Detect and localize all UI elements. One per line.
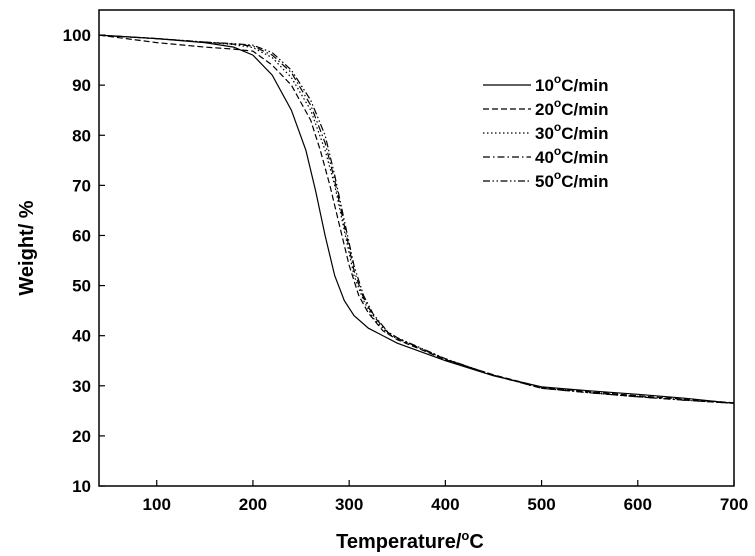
x-tick-label: 500 bbox=[527, 495, 555, 514]
legend-label: 30oC/min bbox=[535, 120, 609, 143]
y-axis-title: Weight/ % bbox=[16, 200, 38, 295]
y-tick-label: 10 bbox=[72, 477, 91, 496]
plot-frame bbox=[98, 9, 735, 487]
x-tick-label: 400 bbox=[431, 495, 459, 514]
y-tick-label: 40 bbox=[72, 327, 91, 346]
x-axis: 100 200 300 400 500 600 700 bbox=[143, 480, 748, 514]
y-tick-label: 100 bbox=[63, 26, 91, 45]
legend-label: 10oC/min bbox=[535, 72, 609, 95]
legend-label: 40oC/min bbox=[535, 144, 609, 167]
x-tick-label: 200 bbox=[239, 495, 267, 514]
y-tick-label: 30 bbox=[72, 377, 91, 396]
y-axis: 10 20 30 40 50 60 70 80 90 100 bbox=[63, 26, 105, 496]
x-tick-label: 100 bbox=[143, 495, 171, 514]
x-tick-label: 300 bbox=[335, 495, 363, 514]
series-line-1 bbox=[98, 34, 735, 404]
x-axis-title: Temperature/oC bbox=[336, 528, 484, 553]
legend-label: 50oC/min bbox=[535, 168, 609, 191]
x-axis-title-unit: C bbox=[469, 531, 483, 553]
x-axis-title-text: Temperature/ bbox=[336, 531, 462, 553]
y-tick-label: 50 bbox=[72, 277, 91, 296]
y-tick-label: 80 bbox=[72, 126, 91, 145]
series-line-4 bbox=[98, 34, 735, 404]
series-line-3 bbox=[98, 34, 735, 404]
series-line-5 bbox=[98, 34, 735, 404]
y-tick-label: 90 bbox=[72, 76, 91, 95]
plot-lines bbox=[98, 34, 735, 404]
y-tick-label: 70 bbox=[72, 176, 91, 195]
x-tick-label: 600 bbox=[624, 495, 652, 514]
degree-symbol: o bbox=[461, 528, 469, 543]
series-line-2 bbox=[98, 34, 735, 404]
legend-label: 20oC/min bbox=[535, 96, 609, 119]
y-tick-label: 60 bbox=[72, 226, 91, 245]
x-tick-label: 700 bbox=[720, 495, 748, 514]
y-tick-label: 20 bbox=[72, 427, 91, 446]
